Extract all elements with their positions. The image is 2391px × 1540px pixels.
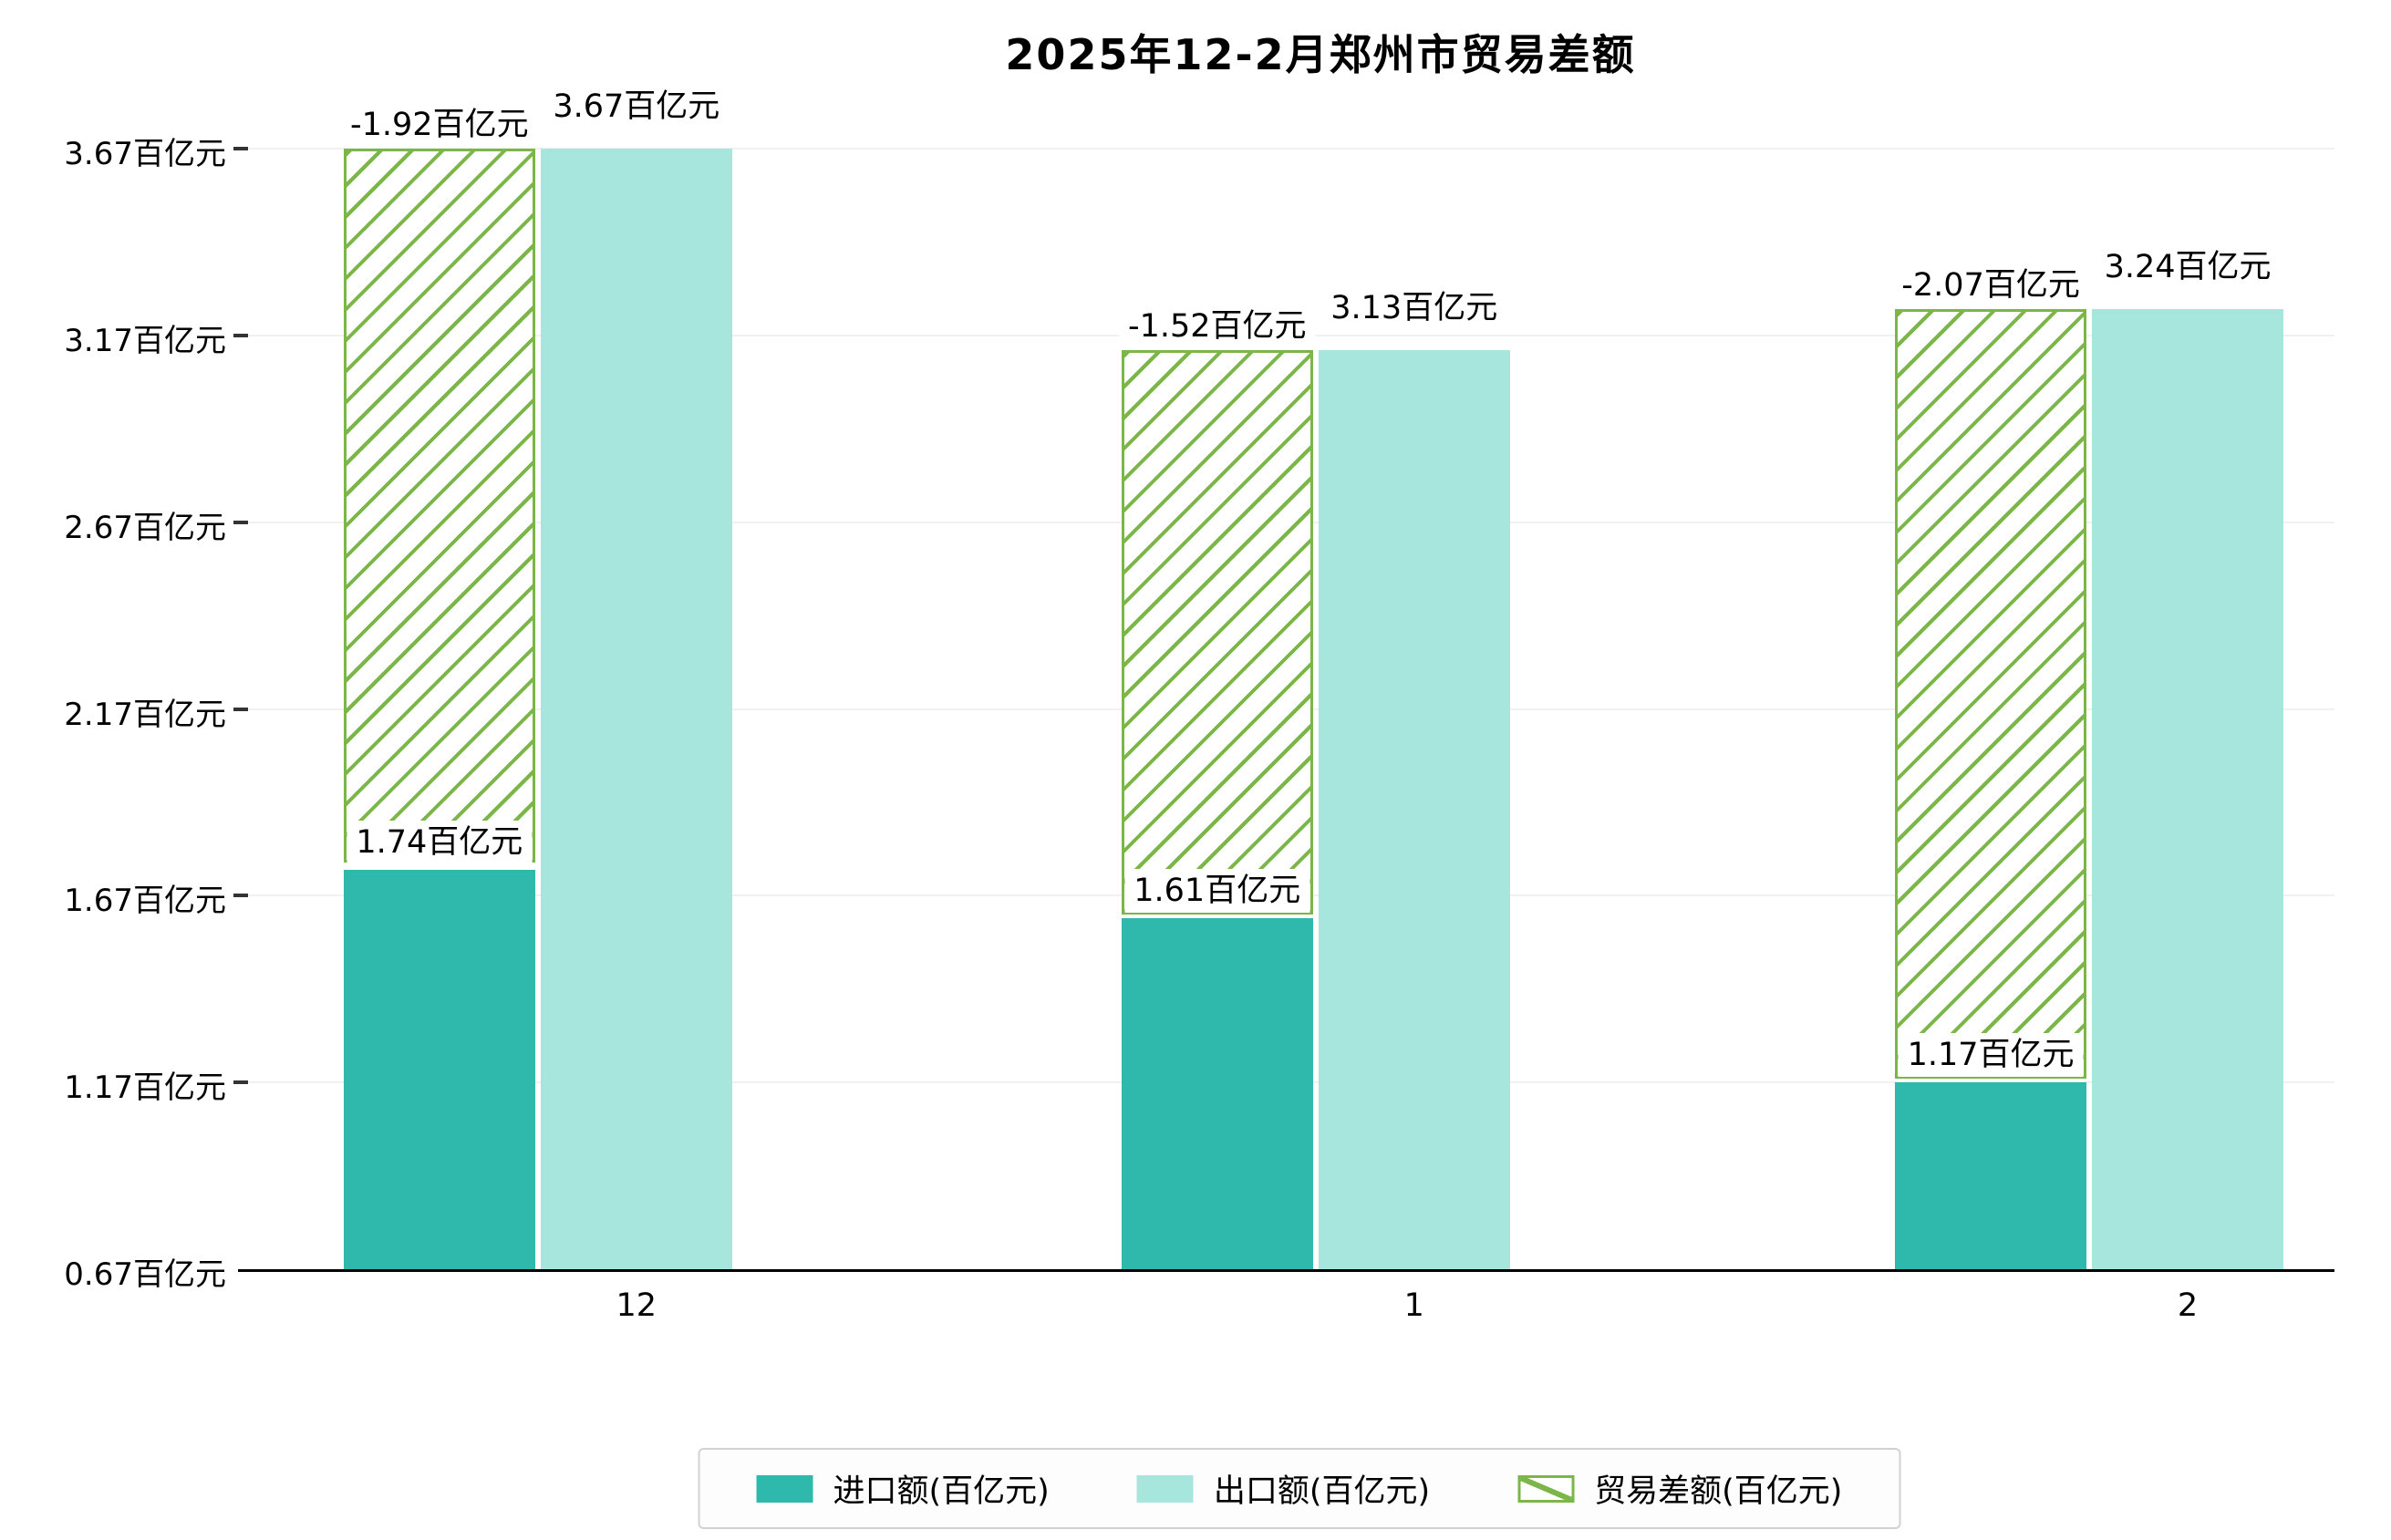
x-axis-line xyxy=(238,1269,2334,1272)
legend-label-import: 进口额(百亿元) xyxy=(833,1473,1050,1510)
legend-item-trade-balance: 贸易差额(百亿元) xyxy=(1517,1465,1842,1512)
legend-label-trade-balance: 贸易差额(百亿元) xyxy=(1594,1473,1843,1510)
trade-balance-value-label: -1.92百亿元 xyxy=(341,103,538,147)
gridline xyxy=(238,148,2334,150)
y-tick-label: 1.67百亿元 xyxy=(64,883,226,920)
y-tick-label: 2.67百亿元 xyxy=(64,509,226,546)
import-bar xyxy=(1895,1082,2087,1269)
trade-balance-bar xyxy=(1121,350,1313,915)
trade-balance-bar xyxy=(343,149,535,863)
y-tick-mark xyxy=(233,894,248,898)
y-tick-label: 3.17百亿元 xyxy=(64,322,226,359)
legend-swatch-import-icon xyxy=(756,1474,813,1503)
x-tick-label: 1 xyxy=(1403,1287,1424,1324)
trade-balance-value-label: -1.52百亿元 xyxy=(1118,305,1316,349)
export-value-label: 3.67百亿元 xyxy=(543,85,730,129)
legend-label-export: 出口额(百亿元) xyxy=(1213,1473,1431,1510)
trade-balance-value-label: -2.07百亿元 xyxy=(1892,264,2089,308)
legend-item-import: 进口额(百亿元) xyxy=(756,1465,1050,1512)
y-tick-label: 1.17百亿元 xyxy=(64,1070,226,1107)
y-tick-mark xyxy=(233,1080,248,1085)
export-value-label: 3.13百亿元 xyxy=(1321,286,1507,331)
y-tick-mark xyxy=(233,707,248,711)
import-value-label: 1.17百亿元 xyxy=(1898,1033,2084,1078)
y-tick-label: 3.67百亿元 xyxy=(64,136,226,172)
export-value-label: 3.24百亿元 xyxy=(2095,245,2281,290)
export-bar xyxy=(540,149,732,1269)
export-bar xyxy=(2092,309,2284,1269)
import-value-label: 1.61百亿元 xyxy=(1124,868,1310,913)
import-value-label: 1.74百亿元 xyxy=(347,820,533,864)
trade-balance-bar xyxy=(1895,309,2087,1080)
legend-swatch-trade-balance-icon xyxy=(1517,1474,1575,1503)
y-tick-mark xyxy=(233,520,248,524)
y-tick-mark xyxy=(233,147,248,150)
import-bar xyxy=(1121,917,1313,1269)
import-bar xyxy=(343,869,535,1269)
export-bar xyxy=(1318,350,1510,1269)
legend-swatch-export-icon xyxy=(1136,1474,1194,1503)
x-tick-label: 2 xyxy=(2177,1287,2199,1324)
y-tick-mark xyxy=(233,333,248,337)
legend-item-export: 出口额(百亿元) xyxy=(1136,1465,1431,1512)
legend: 进口额(百亿元) 出口额(百亿元) 贸易差额(百亿元) xyxy=(698,1448,1901,1529)
y-tick-label: 0.67百亿元 xyxy=(64,1256,226,1293)
y-tick-label: 2.17百亿元 xyxy=(64,696,226,733)
chart-title: 2025年12-2月郑州市贸易差额 xyxy=(1005,30,1636,79)
x-tick-label: 12 xyxy=(616,1287,657,1324)
